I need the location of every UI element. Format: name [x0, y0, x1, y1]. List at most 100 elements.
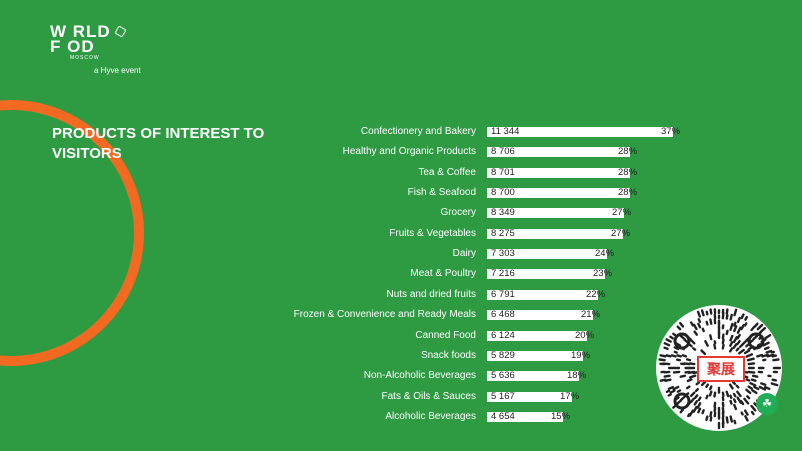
- qr-dot: [729, 322, 734, 331]
- qr-dot: [737, 348, 745, 355]
- qr-dot: [756, 323, 764, 331]
- qr-dot: [708, 390, 713, 397]
- qr-dot: [694, 394, 699, 400]
- qr-dot: [740, 411, 744, 416]
- qr-dot: [751, 374, 759, 378]
- qr-dot: [705, 394, 709, 400]
- qr-dot: [665, 354, 672, 358]
- qr-dot: [732, 335, 739, 344]
- qr-dot: [700, 380, 707, 387]
- qr-dot: [665, 389, 671, 394]
- bar: [487, 147, 630, 158]
- qr-dot: [736, 390, 742, 398]
- category-label: Grocery: [440, 207, 476, 219]
- qr-dot: [667, 385, 674, 391]
- qr-dot: [672, 370, 681, 374]
- qr-dot: [753, 322, 759, 328]
- qr-dot: [663, 342, 671, 347]
- qr-dot: [746, 357, 755, 362]
- qr-dot: [743, 322, 748, 327]
- qr-dot: [747, 385, 754, 390]
- bar-percent-label: 23%: [593, 268, 613, 280]
- qr-dot: [663, 374, 671, 378]
- qr-finder-ring: [747, 332, 765, 350]
- qr-dot: [686, 378, 693, 383]
- qr-dot: [700, 309, 705, 317]
- qr-dot: [705, 310, 709, 316]
- qr-dot: [735, 347, 740, 352]
- qr-dot: [729, 341, 734, 347]
- bar-value-label: 6 124: [491, 329, 515, 341]
- qr-dot: [747, 370, 756, 374]
- bar-percent-label: 28%: [618, 187, 638, 199]
- qr-dot: [743, 409, 749, 416]
- qr-dot: [704, 340, 709, 347]
- qr-dot: [758, 385, 767, 391]
- qr-code[interactable]: 聚展 ☘: [656, 305, 782, 431]
- qr-dot: [669, 389, 676, 394]
- category-label: Non-Alcoholic Beverages: [363, 370, 476, 382]
- bar-value-label: 8 700: [491, 187, 515, 199]
- qr-dot: [676, 389, 682, 393]
- category-label: Meat & Poultry: [410, 268, 476, 280]
- qr-dot: [770, 350, 776, 354]
- qr-dot: [763, 385, 771, 391]
- qr-dot: [753, 385, 760, 391]
- qr-dot: [750, 404, 757, 412]
- qr-finder-ring: [673, 392, 691, 410]
- bar: [487, 208, 624, 219]
- qr-dot: [696, 310, 701, 318]
- qr-dot: [750, 378, 757, 382]
- qr-dot: [743, 397, 750, 405]
- qr-dot: [667, 393, 672, 397]
- qr-dot: [771, 354, 778, 358]
- qr-dot: [729, 334, 734, 342]
- qr-dot: [739, 400, 745, 406]
- bar: [487, 411, 563, 422]
- qr-dot: [745, 388, 752, 395]
- qr-dot: [705, 415, 709, 422]
- qr-dot: [685, 358, 692, 362]
- bar: [487, 127, 673, 137]
- category-label: Healthy and Organic Products: [342, 146, 476, 158]
- bar-percent-label: 17%: [560, 390, 580, 402]
- qr-dot: [679, 334, 686, 341]
- qr-dot: [750, 325, 756, 332]
- qr-dot: [736, 333, 741, 340]
- qr-dot: [746, 395, 751, 400]
- qr-dot: [765, 349, 773, 354]
- qr-dot: [740, 323, 745, 331]
- qr-dot: [709, 318, 713, 325]
- qr-dot: [688, 374, 697, 379]
- qr-dot: [676, 358, 681, 362]
- qr-dot: [762, 341, 770, 347]
- qr-center-logo: 聚展: [697, 356, 745, 382]
- bar: [487, 391, 572, 402]
- qr-dot: [729, 399, 733, 405]
- qr-dot: [721, 391, 725, 398]
- qr-dot: [679, 408, 685, 414]
- qr-dot: [694, 387, 699, 393]
- qr-dot: [725, 390, 730, 398]
- bar-value-label: 6 791: [491, 288, 515, 300]
- qr-dot: [700, 349, 707, 356]
- category-label: Tea & Coffee: [418, 166, 476, 178]
- qr-dot: [725, 308, 729, 315]
- qr-dot: [673, 350, 678, 354]
- qr-dot: [664, 378, 672, 383]
- qr-dot: [744, 315, 749, 321]
- qr-dot: [713, 401, 717, 409]
- bar-value-label: 7 216: [491, 268, 515, 280]
- category-label: Fats & Oils & Sauces: [381, 390, 476, 402]
- qr-dot: [744, 415, 749, 422]
- qr-dot: [689, 391, 696, 398]
- bar-percent-label: 24%: [595, 248, 615, 260]
- qr-dot: [670, 354, 677, 358]
- qr-dot: [728, 347, 734, 353]
- qr-dot: [709, 416, 713, 422]
- bar: [487, 350, 583, 361]
- bar-value-label: 8 701: [491, 166, 515, 178]
- bar: [487, 310, 593, 321]
